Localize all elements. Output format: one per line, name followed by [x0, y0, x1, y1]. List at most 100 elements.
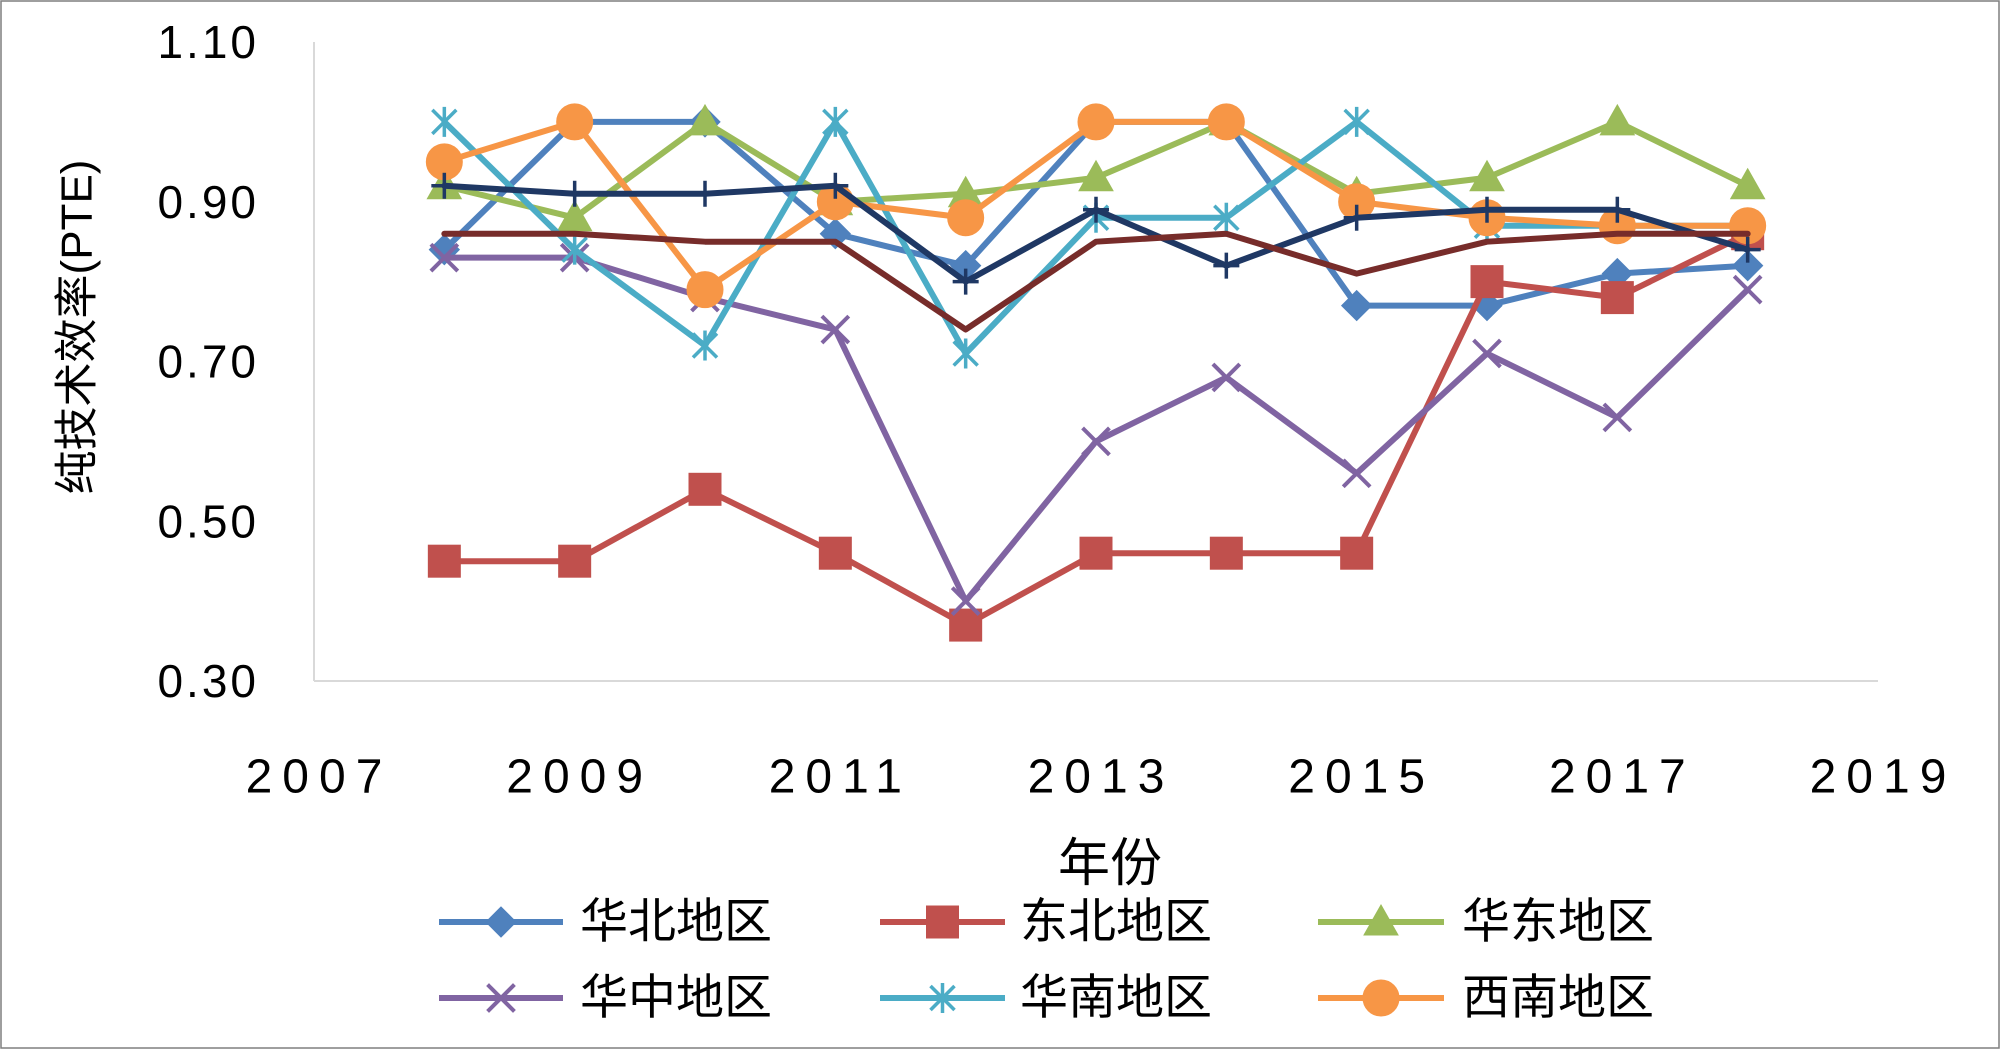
data-point-s4-2011: [822, 106, 849, 137]
data-point-s6-2017: [1604, 196, 1631, 223]
data-point-s4-2010: [691, 330, 719, 361]
y-tick-label-0: 0.30: [157, 655, 259, 707]
data-point-s6-2010: [692, 180, 718, 207]
x-tick-label-6: 2019: [1810, 751, 1957, 804]
series-6: [431, 172, 1761, 295]
legend-entry-5: 西南地区: [1318, 972, 1654, 1025]
legend-label-5: 西南地区: [1462, 972, 1654, 1025]
data-point-s3-2017-stroke-b: [1602, 402, 1633, 433]
legend-entry-1: 东北地区: [880, 896, 1212, 949]
x-axis-title: 年份: [1058, 835, 1162, 893]
data-point-s3-2015: [1341, 458, 1372, 489]
data-point-s3-2015-stroke-b: [1341, 458, 1372, 489]
data-point-s6-2015: [1343, 204, 1370, 231]
data-point-s3-2017: [1602, 402, 1633, 433]
x-tick-label-4: 2015: [1288, 751, 1435, 804]
data-point-s3-2012: [950, 586, 981, 616]
data-point-s4-2014: [1213, 202, 1240, 233]
data-point-s6-2009: [561, 180, 588, 207]
data-point-s6-2016: [1474, 196, 1500, 223]
data-point-s5-2009: [556, 103, 594, 141]
legend-marker-3: [486, 983, 516, 1013]
data-point-s2-2018: [1729, 167, 1766, 200]
data-point-s5-2013: [1077, 103, 1115, 141]
series-1: [427, 217, 1765, 642]
y-axis-title: 纯技术效率(PTE): [53, 160, 102, 495]
legend-entry-2: 华东地区: [1318, 896, 1654, 949]
x-tick-label-3: 2013: [1028, 751, 1175, 804]
data-point-s6-2013: [1083, 196, 1109, 223]
data-point-s3-2018: [1732, 274, 1763, 305]
legend-label-0: 华北地区: [580, 896, 772, 949]
y-tick-label-1: 0.50: [157, 495, 259, 547]
data-point-s4-2015: [1343, 106, 1370, 137]
legend-label-2: 华东地区: [1462, 896, 1654, 949]
legend-label-3: 华中地区: [580, 972, 772, 1025]
data-point-s1-2015: [1340, 536, 1374, 570]
legend-entry-4: 华南地区: [880, 972, 1212, 1025]
data-point-s3-2018-stroke-b: [1732, 274, 1763, 305]
x-tick-label-5: 2017: [1549, 751, 1696, 804]
data-point-s1-2011: [818, 536, 852, 570]
y-tick-label-3: 0.90: [157, 176, 259, 228]
legend-marker-5: [1362, 979, 1400, 1017]
data-point-s4-2009: [561, 234, 588, 265]
x-tick-label-0: 2007: [246, 751, 393, 804]
data-point-s2-2010: [687, 103, 723, 136]
plot-series: [425, 103, 1767, 642]
data-point-s6-2012: [952, 268, 979, 295]
data-point-s2-2016: [1469, 159, 1505, 192]
data-point-s2-2017: [1599, 103, 1636, 136]
data-point-s2-2013: [1078, 159, 1114, 192]
series-line-7: [441, 230, 1751, 333]
data-point-s3-2014: [1211, 362, 1242, 393]
data-point-s1-2009: [558, 544, 592, 578]
data-point-s1-2013: [1079, 536, 1113, 570]
legend-marker-3-stroke-b: [486, 983, 516, 1013]
legend-entry-0: 华北地区: [439, 896, 772, 949]
data-point-s1-2014: [1209, 536, 1243, 570]
legend-label-4: 华南地区: [1020, 972, 1212, 1025]
data-point-s6-2018: [1734, 236, 1761, 263]
data-point-s3-2013-stroke-b: [1081, 426, 1111, 457]
data-point-s3-2011-stroke-b: [820, 314, 851, 345]
data-point-s3-2012-stroke-b: [950, 586, 981, 616]
data-point-s0-2015: [1340, 289, 1373, 322]
y-tick-label-4: 1.10: [157, 16, 259, 68]
data-point-s1-2016: [1470, 265, 1504, 299]
data-point-s3-2011: [820, 314, 851, 345]
legend-marker-1: [926, 905, 959, 939]
data-point-s1-2008: [427, 544, 461, 578]
data-point-s6-2008: [431, 172, 458, 199]
y-tick-label-2: 0.70: [157, 336, 259, 388]
x-tick-label-2: 2011: [769, 751, 912, 804]
data-point-s6-2014: [1213, 252, 1240, 279]
data-point-s5-2010: [686, 271, 724, 309]
data-point-s1-2017: [1600, 281, 1634, 315]
data-point-s3-2014-stroke-b: [1211, 362, 1242, 393]
data-point-s5-2014: [1207, 103, 1245, 141]
legend-marker-2: [1363, 903, 1399, 936]
legend-entry-3: 华中地区: [439, 972, 772, 1025]
data-point-s3-2013: [1081, 426, 1111, 457]
legend-label-1: 东北地区: [1020, 896, 1212, 949]
y-tick-labels: 0.30 0.50 0.70 0.90 1.10: [157, 16, 259, 707]
legend-marker-0: [485, 906, 517, 938]
data-point-s3-2016-stroke-b: [1472, 338, 1502, 369]
data-point-s3-2008: [429, 242, 460, 273]
data-point-s3-2008-stroke-b: [429, 242, 460, 273]
x-tick-labels: 2007 2009 2011 2013 2015 2017 2019: [246, 751, 1957, 804]
data-point-s1-2010: [688, 472, 722, 506]
data-point-s0-2018: [1731, 249, 1764, 282]
series-7: [441, 230, 1751, 333]
data-point-s4-2008: [431, 106, 458, 137]
data-point-s4-2012: [952, 338, 979, 369]
data-point-s5-2012: [947, 199, 985, 237]
data-point-s3-2016: [1472, 338, 1502, 369]
x-tick-label-1: 2009: [506, 751, 653, 804]
series-5: [425, 103, 1767, 309]
